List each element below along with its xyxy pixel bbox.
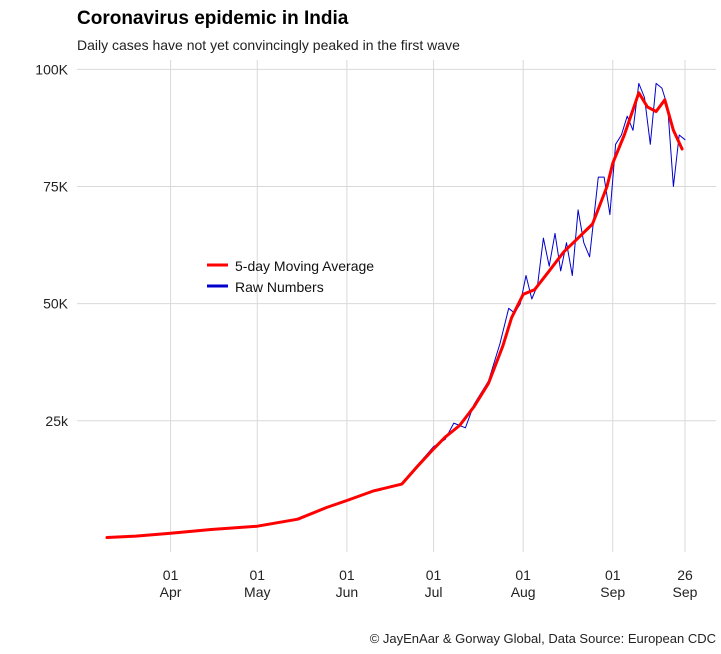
series-lines [105, 82, 686, 539]
x-tick-day-1: 01 [249, 567, 265, 583]
x-tick-day-4: 01 [515, 567, 531, 583]
chart-subtitle: Daily cases have not yet convincingly pe… [77, 37, 460, 53]
x-tick-month-6: Sep [673, 584, 698, 600]
y-tick-label-2: 75K [43, 179, 69, 195]
x-tick-day-6: 26 [677, 567, 693, 583]
chart-title: Coronavirus epidemic in India [77, 8, 349, 29]
y-tick-label-1: 50K [43, 296, 69, 312]
x-tick-month-2: Jun [336, 584, 359, 600]
series-line-moving-average [105, 91, 684, 539]
x-tick-month-3: Jul [425, 584, 443, 600]
y-tick-label-3: 100K [35, 61, 68, 77]
legend-label-moving-average: 5-day Moving Average [235, 258, 374, 274]
x-tick-month-0: Apr [160, 584, 182, 600]
x-tick-month-4: Aug [511, 584, 536, 600]
legend-label-raw-numbers: Raw Numbers [235, 279, 324, 295]
series-line-raw-numbers [106, 82, 686, 538]
x-tick-month-1: May [244, 584, 270, 600]
chart-caption: © JayEnAar & Gorway Global, Data Source:… [370, 631, 716, 646]
x-tick-day-0: 01 [163, 567, 179, 583]
x-tick-day-5: 01 [605, 567, 621, 583]
y-axis-ticks: 25k 50K 75K 100K [35, 61, 69, 428]
grid [77, 60, 716, 552]
x-tick-day-3: 01 [426, 567, 442, 583]
legend: 5-day Moving Average Raw Numbers [207, 258, 374, 295]
y-tick-label-0: 25k [45, 413, 69, 429]
x-tick-month-5: Sep [600, 584, 625, 600]
x-tick-day-2: 01 [339, 567, 355, 583]
